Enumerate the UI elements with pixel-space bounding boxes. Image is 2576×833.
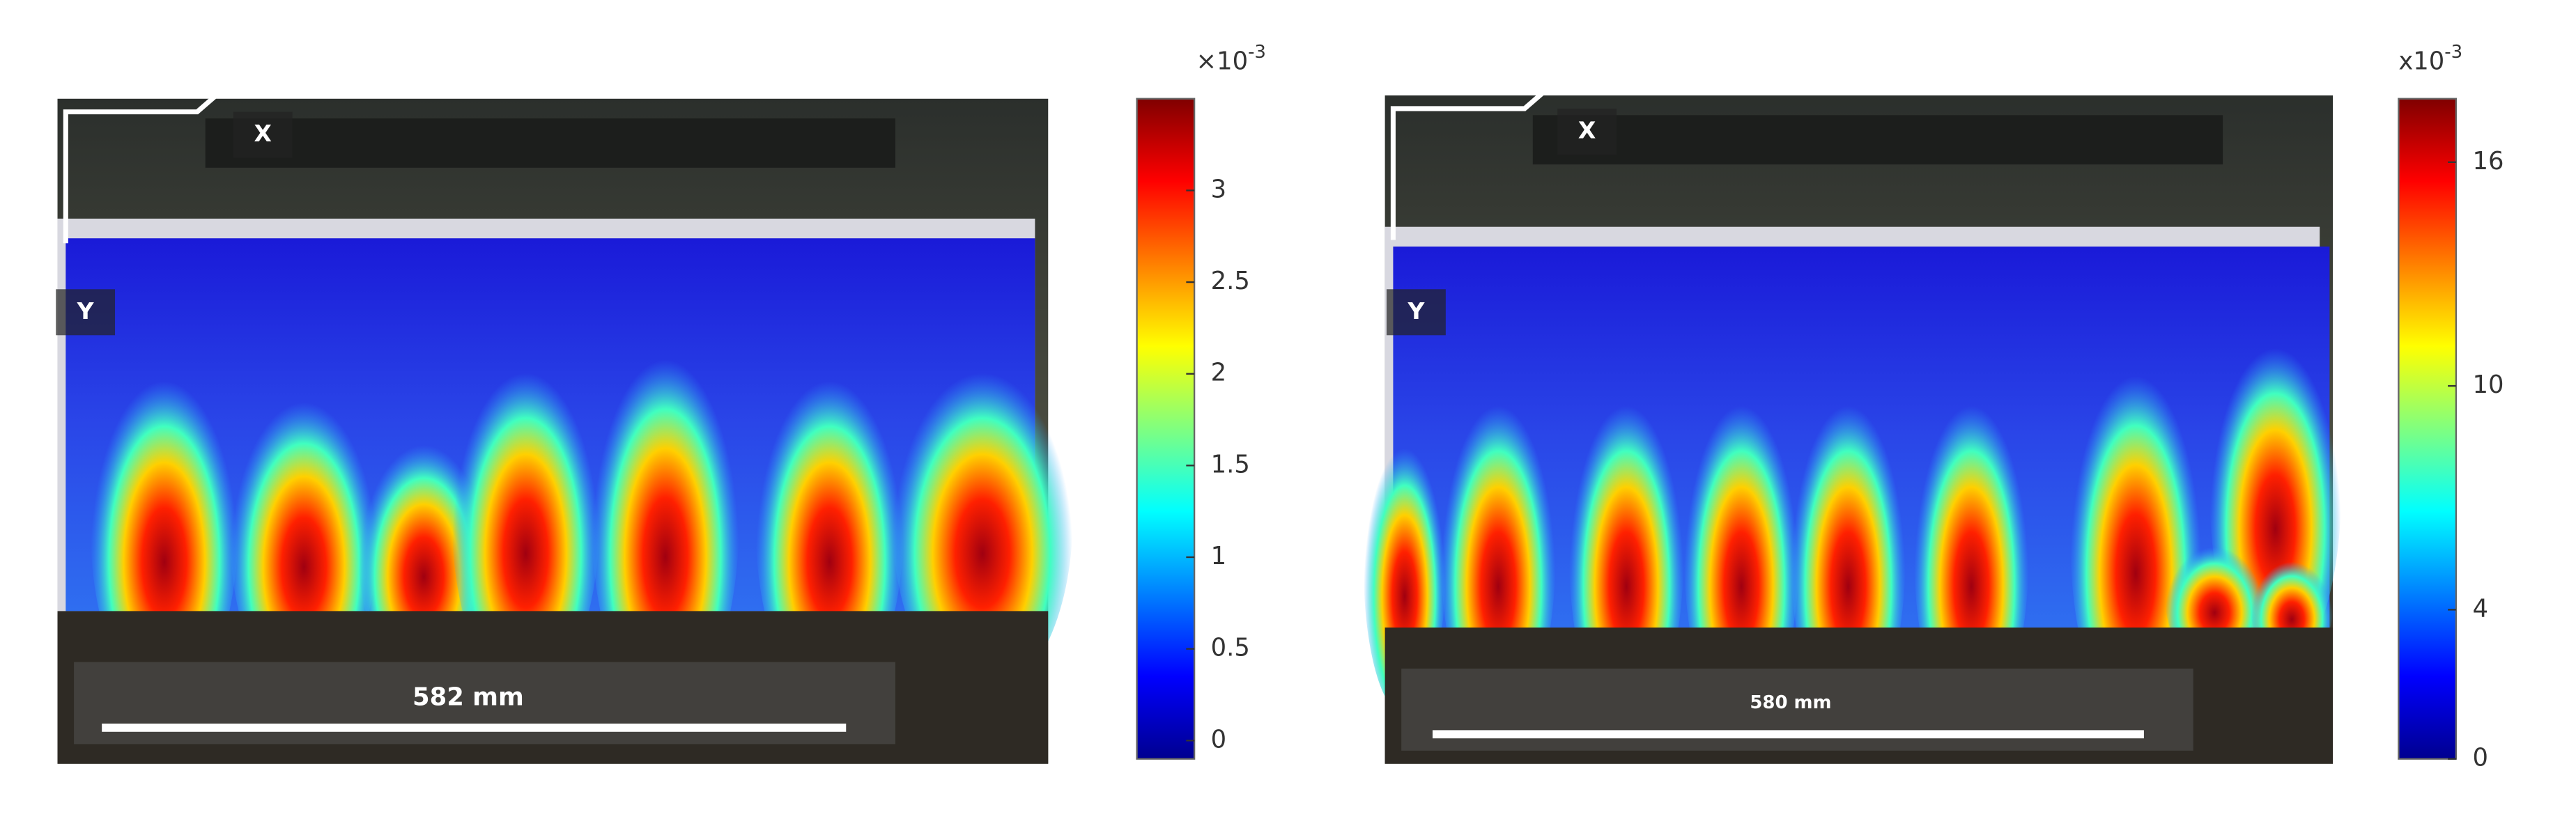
axis-label-x: X xyxy=(254,120,272,147)
axis-label-box xyxy=(56,289,116,336)
scale-label: 582 mm xyxy=(412,683,524,711)
colorbar-tick-label: 3 xyxy=(1211,175,1226,203)
axis-label-y: Y xyxy=(77,297,95,325)
exponent-power: -3 xyxy=(1248,42,1266,63)
axis-label-x: X xyxy=(1578,116,1596,143)
corner-marker xyxy=(1390,85,1551,240)
colorbar xyxy=(2398,98,2458,760)
colorbar-tick-label: 0 xyxy=(2472,744,2488,772)
axis-label-box xyxy=(233,111,293,158)
strain-blob xyxy=(892,336,1073,699)
panel: X Y 582 mm 0 0.5 1 1.5 2 2.5 3 ×10-3 xyxy=(56,42,1266,764)
panel: X Y 580 mm 0 4 10 16 x10-3 xyxy=(1363,42,2504,772)
colorbar-tick-label: 4 xyxy=(2472,594,2488,623)
exponent-base: x10 xyxy=(2398,47,2444,75)
exponent-power: -3 xyxy=(2444,42,2462,63)
axis-label-y: Y xyxy=(1407,297,1425,325)
colorbar-tick-label: 0 xyxy=(1211,725,1226,754)
exponent-base: ×10 xyxy=(1196,47,1248,75)
axis-label-box xyxy=(1557,108,1617,155)
colorbar-tick-label: 1 xyxy=(1211,542,1226,570)
colorbar-exponent: ×10-3 xyxy=(1196,42,1265,76)
beam xyxy=(205,118,895,168)
colorbar-tick-label: 1.5 xyxy=(1211,450,1250,478)
axis-label-box xyxy=(1386,289,1446,336)
colorbar-tick-label: 2 xyxy=(1211,359,1226,387)
corner-marker xyxy=(63,88,224,244)
colorbar-exponent: x10-3 xyxy=(2398,42,2462,76)
colorbar xyxy=(1136,98,1196,760)
beam xyxy=(1532,115,2223,165)
colorbar-tick-label: 16 xyxy=(2472,147,2504,176)
colorbar-tick-label: 2.5 xyxy=(1211,267,1250,295)
scale-label: 580 mm xyxy=(1750,692,1831,713)
colorbar-tick-label: 0.5 xyxy=(1211,634,1250,662)
colorbar-tick-label: 10 xyxy=(2472,371,2504,399)
strain-blob xyxy=(452,336,600,699)
